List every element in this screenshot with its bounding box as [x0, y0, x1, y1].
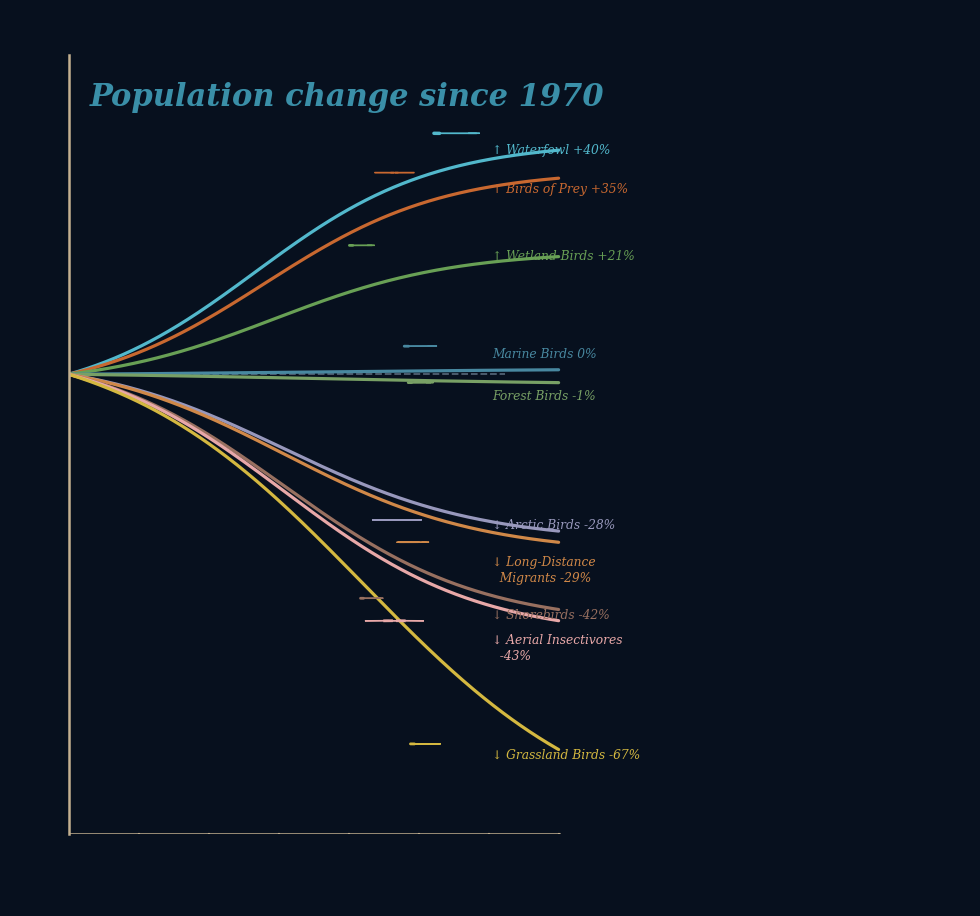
Text: ↑ Waterfowl +40%: ↑ Waterfowl +40% [492, 144, 611, 157]
Text: ↓ Grassland Birds -67%: ↓ Grassland Birds -67% [492, 748, 641, 761]
Text: ↓ Arctic Birds -28%: ↓ Arctic Birds -28% [492, 519, 615, 532]
Text: Population change since 1970: Population change since 1970 [89, 82, 604, 114]
Text: ↓ Shorebirds -42%: ↓ Shorebirds -42% [492, 608, 611, 622]
Text: Forest Birds -1%: Forest Birds -1% [492, 390, 596, 403]
Text: Marine Birds 0%: Marine Birds 0% [492, 348, 597, 361]
Text: ↓ Long-Distance
  Migrants -29%: ↓ Long-Distance Migrants -29% [492, 556, 596, 584]
Text: ↑ Birds of Prey +35%: ↑ Birds of Prey +35% [492, 183, 628, 196]
Text: ↑ Wetland Birds +21%: ↑ Wetland Birds +21% [492, 250, 635, 263]
Text: ↓ Aerial Insectivores
  -43%: ↓ Aerial Insectivores -43% [492, 634, 623, 663]
